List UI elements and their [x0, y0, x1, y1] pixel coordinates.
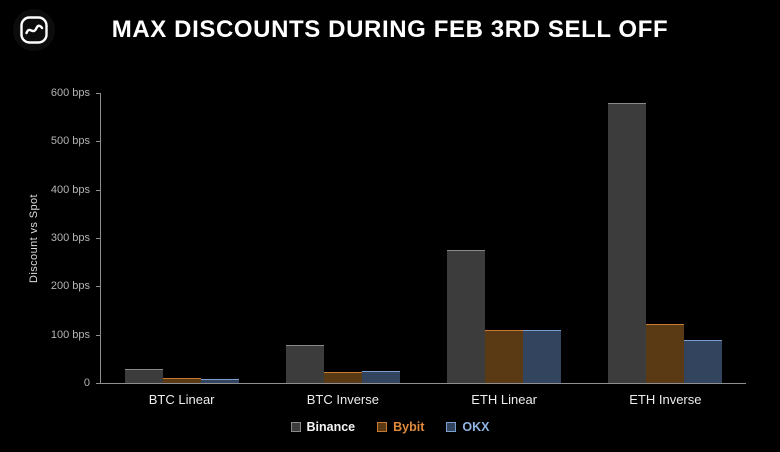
chart-title: MAX DISCOUNTS DURING FEB 3RD SELL OFF	[111, 16, 669, 43]
bar-bybit-eth-inverse	[646, 323, 685, 383]
bar-bybit-btc-inverse	[323, 372, 362, 383]
legend-item-okx: OKX	[446, 420, 489, 434]
y-tick-label: 100 bps	[50, 328, 90, 341]
bar-binance-eth-linear	[447, 250, 486, 383]
x-tick-label: BTC Linear	[148, 392, 215, 407]
x-axis-labels: BTC Linear BTC Inverse ETH Linear ETH Inver…	[101, 392, 746, 407]
y-tick-label: 200 bps	[50, 280, 90, 293]
bar-binance-btc-linear	[124, 368, 163, 383]
legend-label-binance: Binance	[306, 420, 356, 434]
legend: Binance Bybit OKX	[0, 420, 780, 434]
legend-item-binance: Binance	[290, 420, 356, 434]
y-tick-mark	[96, 383, 101, 384]
bar-group-eth-inverse	[585, 93, 746, 383]
legend-item-bybit: Bybit	[377, 420, 424, 434]
legend-swatch-binance	[290, 422, 301, 432]
y-tick-label: 600 bps	[50, 87, 90, 99]
legend-swatch-bybit	[377, 422, 388, 432]
bar-binance-eth-inverse	[608, 102, 647, 383]
y-tick-mark	[96, 286, 101, 288]
bar-groups	[101, 93, 746, 383]
bar-okx-btc-inverse	[361, 370, 400, 383]
bar-group-eth-linear	[424, 93, 585, 383]
y-tick-label: 400 bps	[50, 183, 90, 196]
bar-binance-btc-inverse	[285, 345, 324, 383]
y-tick-mark	[96, 238, 101, 239]
x-tick-label: ETH Inverse	[629, 392, 702, 407]
brand-logo	[12, 8, 56, 52]
legend-label-okx: OKX	[462, 420, 490, 434]
y-tick-label: 500 bps	[50, 135, 90, 148]
bar-okx-eth-inverse	[684, 340, 723, 383]
bar-group-btc-linear	[101, 93, 262, 383]
y-tick-label: 0	[83, 377, 90, 389]
y-tick-mark	[96, 93, 101, 94]
x-tick-label: ETH Linear	[471, 392, 537, 407]
x-tick-label: BTC Inverse	[306, 392, 379, 407]
legend-label-bybit: Bybit	[393, 420, 425, 434]
y-tick-mark	[96, 189, 101, 191]
bar-bybit-eth-linear	[485, 329, 524, 383]
y-tick-label: 300 bps	[50, 232, 90, 244]
squiggle-badge-icon	[13, 9, 55, 51]
bar-okx-btc-linear	[200, 379, 239, 383]
bar-okx-eth-linear	[523, 329, 562, 383]
legend-swatch-okx	[446, 422, 457, 432]
bar-group-btc-inverse	[262, 93, 423, 383]
y-tick-mark	[96, 141, 101, 143]
bar-bybit-btc-linear	[162, 378, 201, 383]
y-tick-mark	[96, 334, 101, 336]
plot-area: BTC Linear BTC Inverse ETH Linear ETH Inver…	[51, 87, 746, 407]
